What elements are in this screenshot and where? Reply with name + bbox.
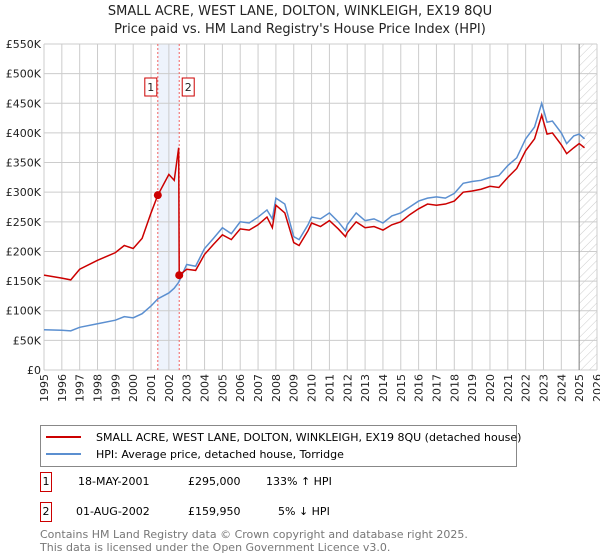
x-tick-label: 2002 bbox=[163, 374, 176, 402]
y-tick-label: £500K bbox=[6, 68, 42, 81]
x-tick-label: 1997 bbox=[74, 374, 87, 402]
footer-line: This data is licensed under the Open Gov… bbox=[40, 541, 391, 554]
x-tick-label: 2016 bbox=[413, 374, 426, 402]
x-tick-label: 2008 bbox=[270, 374, 283, 402]
y-tick-label: £300K bbox=[6, 186, 42, 199]
transaction-badge: 2 bbox=[40, 502, 52, 522]
transaction-row: 2 01-AUG-2002 £159,950 5% ↓ HPI bbox=[40, 502, 440, 522]
y-tick-label: £0 bbox=[27, 364, 41, 377]
footer: Contains HM Land Registry data © Crown c… bbox=[40, 528, 468, 554]
legend-swatch bbox=[46, 436, 81, 438]
x-tick-label: 1999 bbox=[109, 374, 122, 402]
x-tick-label: 1995 bbox=[38, 374, 51, 402]
legend-label: SMALL ACRE, WEST LANE, DOLTON, WINKLEIGH… bbox=[96, 430, 522, 444]
x-tick-label: 2021 bbox=[502, 374, 515, 402]
sale-badge-label: 1 bbox=[147, 81, 154, 94]
x-tick-label: 1996 bbox=[56, 374, 69, 402]
transaction-date: 01-AUG-2002 bbox=[76, 505, 150, 518]
transaction-hpi: 5% ↓ HPI bbox=[278, 505, 330, 518]
y-tick-label: £200K bbox=[6, 245, 42, 258]
legend-label: HPI: Average price, detached house, Torr… bbox=[96, 447, 344, 461]
y-tick-label: £250K bbox=[6, 216, 42, 229]
chart-title: SMALL ACRE, WEST LANE, DOLTON, WINKLEIGH… bbox=[0, 3, 600, 39]
x-tick-label: 2020 bbox=[484, 374, 497, 402]
sale-point bbox=[153, 191, 162, 200]
y-tick-label: £550K bbox=[6, 38, 42, 51]
x-tick-label: 2014 bbox=[377, 374, 390, 402]
y-tick-label: £450K bbox=[6, 97, 42, 110]
x-tick-label: 2001 bbox=[145, 374, 158, 402]
x-tick-label: 2009 bbox=[288, 374, 301, 402]
sale-point bbox=[175, 271, 184, 280]
price-chart: 1995 1996 1997 1998 1999 2000 2001 2002 2003 2004… bbox=[6, 38, 600, 402]
sale-badge bbox=[181, 77, 195, 97]
x-tick-label: 2023 bbox=[537, 374, 550, 402]
y-tick-label: £150K bbox=[6, 275, 42, 288]
x-tick-label: 2011 bbox=[323, 374, 336, 402]
x-tick-label: 2000 bbox=[127, 374, 140, 402]
x-tick-label: 2010 bbox=[306, 374, 319, 402]
transaction-row: 1 18-MAY-2001 £295,000 133% ↑ HPI bbox=[40, 472, 440, 492]
title-text: SMALL ACRE, WEST LANE, DOLTON, WINKLEIGH… bbox=[107, 4, 493, 19]
sale-badge bbox=[144, 77, 158, 97]
forecast-hatch bbox=[579, 44, 597, 370]
x-tick-label: 2013 bbox=[359, 374, 372, 402]
x-tick-label: 2025 bbox=[573, 374, 586, 402]
transaction-price: £159,950 bbox=[188, 505, 241, 518]
hpi-line bbox=[43, 100, 586, 332]
transaction-hpi: 133% ↑ HPI bbox=[266, 475, 332, 488]
y-tick-label: £400K bbox=[6, 127, 42, 140]
legend: SMALL ACRE, WEST LANE, DOLTON, WINKLEIGH… bbox=[40, 425, 521, 467]
y-tick-label: £50K bbox=[13, 334, 42, 347]
x-tick-label: 2005 bbox=[216, 374, 229, 402]
footer-line: Contains HM Land Registry data © Crown c… bbox=[40, 528, 468, 541]
x-tick-label: 2022 bbox=[520, 374, 533, 402]
x-tick-label: 2018 bbox=[448, 374, 461, 402]
legend-swatch bbox=[46, 453, 81, 455]
y-tick-label: £100K bbox=[6, 305, 42, 318]
x-tick-label: 2019 bbox=[466, 374, 479, 402]
x-tick-label: 2024 bbox=[555, 374, 568, 402]
x-tick-label: 2004 bbox=[199, 374, 212, 402]
subtitle-text: Price paid vs. HM Land Registry's House … bbox=[114, 22, 486, 37]
transaction-price: £295,000 bbox=[188, 475, 241, 488]
x-tick-label: 2015 bbox=[395, 374, 408, 402]
x-tick-label: 2003 bbox=[181, 374, 194, 402]
x-tick-label: 2006 bbox=[234, 374, 247, 402]
property-price-line bbox=[43, 112, 585, 281]
y-tick-label: £350K bbox=[6, 157, 42, 170]
transaction-badge: 1 bbox=[40, 472, 52, 492]
legend-item-hpi: HPI: Average price, detached house, Torr… bbox=[41, 446, 344, 462]
x-tick-label: 2017 bbox=[430, 374, 443, 402]
legend-item-property: SMALL ACRE, WEST LANE, DOLTON, WINKLEIGH… bbox=[41, 429, 521, 445]
x-tick-label: 1998 bbox=[92, 374, 105, 402]
sale-badge-label: 2 bbox=[185, 81, 192, 94]
x-tick-label: 2026 bbox=[591, 374, 600, 402]
x-tick-label: 2007 bbox=[252, 374, 265, 402]
x-tick-label: 2012 bbox=[341, 374, 354, 402]
transaction-date: 18-MAY-2001 bbox=[78, 475, 150, 488]
